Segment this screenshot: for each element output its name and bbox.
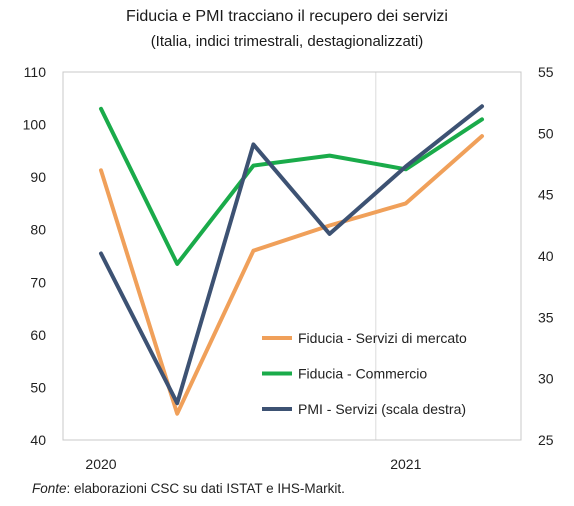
y-left-tick-label: 100 [23, 117, 47, 133]
x-tick-label: 2020 [85, 456, 116, 470]
y-right-tick-label: 55 [538, 64, 554, 80]
chart-subtitle: (Italia, indici trimestrali, destagional… [150, 33, 424, 50]
y-right-tick-label: 25 [538, 432, 554, 448]
y-right-tick-label: 35 [538, 309, 554, 325]
y-right-tick-label: 30 [538, 371, 554, 387]
chart-title: Fiducia e PMI tracciano il recupero dei … [126, 8, 448, 25]
x-tick-label: 2021 [390, 456, 421, 470]
legend-label-1: Fiducia - Servizi di mercato [298, 330, 467, 346]
legend-label-3: PMI - Servizi (scala destra) [298, 401, 466, 417]
series-line-1 [99, 134, 484, 416]
y-left-tick-label: 40 [30, 432, 46, 448]
y-left-tick-label: 80 [30, 222, 46, 238]
y-right-tick-label: 45 [538, 187, 554, 203]
plot-frame [62, 71, 522, 441]
y-right-tick-label: 50 [538, 125, 554, 141]
series-line-2 [99, 106, 484, 266]
y-right-tick-label: 40 [538, 248, 554, 264]
legend-label-2: Fiducia - Commercio [298, 366, 427, 382]
y-left-tick-label: 70 [30, 274, 46, 290]
source-note: Fonte: elaborazioni CSC su dati ISTAT e … [32, 481, 345, 496]
y-left-tick-label: 110 [24, 64, 47, 80]
source-text: : elaborazioni CSC su dati ISTAT e IHS-M… [66, 481, 345, 496]
series-line-3 [99, 104, 484, 406]
y-left-tick-label: 60 [30, 327, 46, 343]
y-left-tick-label: 90 [30, 169, 46, 185]
line-chart: 40 50 60 70 80 90 100 110 25 30 35 40 45 50 55 2020 2021… [23, 64, 554, 470]
source-label: Fonte [32, 481, 67, 496]
y-left-tick-label: 50 [30, 379, 46, 395]
